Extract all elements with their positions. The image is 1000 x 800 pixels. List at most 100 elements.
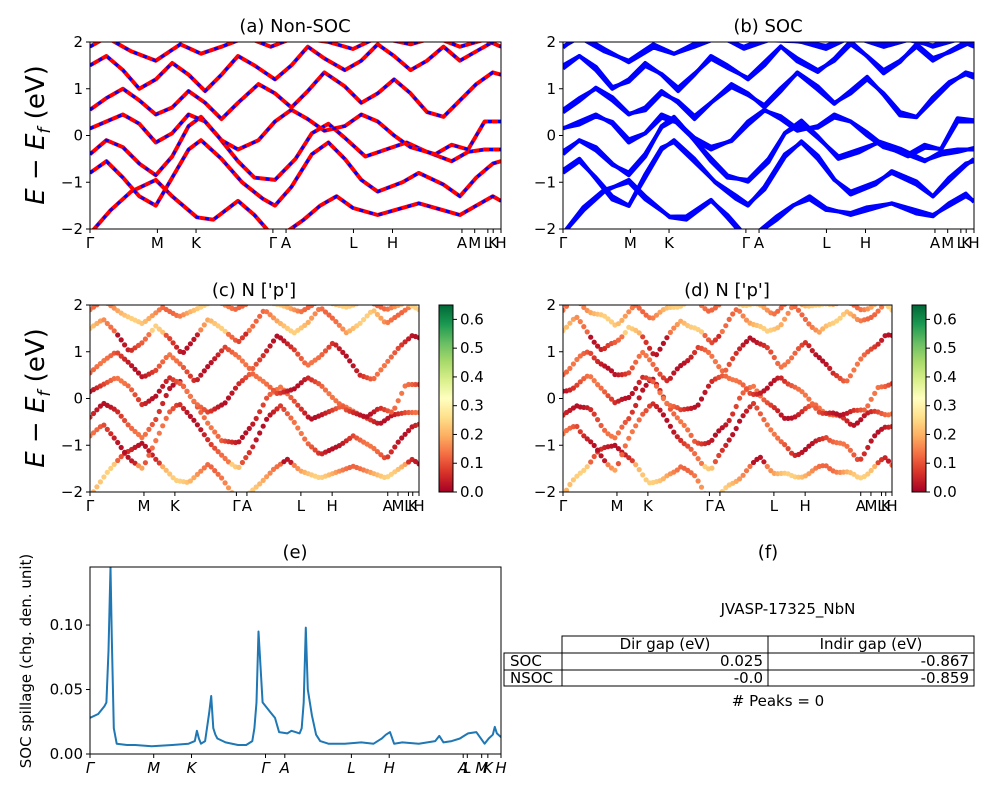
projected-point — [316, 299, 321, 304]
projected-point — [281, 406, 287, 412]
projected-point — [792, 297, 797, 302]
projected-point — [563, 328, 566, 334]
projected-point — [284, 341, 290, 347]
band-line-spin-down — [90, 108, 501, 156]
projected-point — [719, 328, 725, 335]
projected-point — [567, 365, 573, 371]
projected-point — [775, 360, 781, 366]
projected-point — [615, 461, 622, 467]
projected-point — [778, 375, 784, 381]
projected-point — [309, 444, 315, 450]
projected-point — [574, 297, 579, 302]
projected-point — [588, 334, 594, 340]
projected-point — [688, 446, 694, 452]
projected-point — [838, 300, 843, 305]
projected-point — [615, 446, 622, 452]
band-line-spin-down — [90, 138, 501, 208]
panel-c-ytick-label: −2 — [61, 483, 83, 501]
projected-point — [160, 423, 166, 429]
projected-point — [636, 379, 642, 385]
projected-point — [378, 367, 384, 373]
projected-point — [761, 397, 767, 403]
projected-point — [588, 407, 594, 413]
projected-point — [716, 452, 722, 459]
panel-a-ytick-label: 1 — [73, 80, 83, 98]
projected-point — [250, 365, 256, 372]
projected-point — [298, 380, 304, 386]
projected-point — [239, 358, 245, 364]
projected-point — [329, 315, 335, 321]
panel-a-xtick-label: M — [468, 234, 481, 252]
projected-point — [219, 348, 225, 354]
projected-point — [298, 355, 304, 362]
projected-point — [584, 436, 590, 442]
projected-point — [115, 350, 121, 356]
panel-b-frame — [562, 41, 975, 230]
gap-table: Dir gap (eV) Indir gap (eV) SOC 0.025 -0… — [503, 635, 975, 687]
projected-point — [868, 314, 874, 320]
projected-point — [726, 417, 732, 424]
projected-point — [201, 368, 207, 374]
projected-point — [626, 416, 632, 422]
projected-point — [602, 427, 608, 433]
projected-point — [861, 451, 867, 457]
projected-point — [698, 460, 705, 466]
panel-b-xtick-label: K — [664, 234, 675, 252]
panel-c-xtick-label: L — [297, 497, 306, 515]
projected-point — [629, 458, 635, 464]
projected-point — [692, 451, 698, 457]
projected-point — [416, 409, 419, 416]
projected-point — [257, 313, 263, 319]
projected-point — [291, 386, 297, 392]
projected-point — [232, 385, 239, 391]
projected-point — [723, 422, 729, 428]
projected-point — [719, 425, 725, 431]
projected-point — [392, 405, 398, 411]
projected-point — [374, 371, 380, 377]
projected-point — [246, 425, 252, 432]
projected-point — [101, 298, 106, 303]
projected-point — [858, 417, 864, 423]
projected-point — [591, 453, 597, 460]
projected-point — [761, 417, 767, 423]
projected-point — [135, 397, 142, 403]
projected-point — [740, 382, 746, 388]
projected-point — [581, 433, 587, 439]
colorbar-tick-label: 0.6 — [460, 310, 484, 328]
panel-e-xtick-label: K — [187, 759, 198, 777]
projected-point — [201, 432, 207, 438]
projected-point — [726, 361, 732, 367]
projected-point — [730, 432, 736, 438]
projected-point — [695, 456, 701, 462]
projected-point — [737, 418, 743, 424]
colorbar-tick-label: 0.4 — [933, 368, 957, 386]
projected-point — [378, 315, 384, 321]
panel-d-ytick-label: 2 — [546, 296, 556, 314]
projected-point — [156, 430, 162, 436]
projected-point — [615, 337, 622, 343]
projected-point — [584, 329, 590, 335]
projected-point — [640, 387, 646, 393]
projected-point — [90, 410, 97, 417]
projected-point — [170, 382, 176, 388]
projected-point — [768, 427, 774, 433]
panel-d-xtick-label: L — [877, 497, 886, 515]
projected-point — [872, 463, 878, 470]
projected-point — [243, 455, 249, 461]
projected-point — [277, 403, 284, 409]
table-row-soc-dir: 0.025 — [720, 652, 763, 670]
projected-point — [633, 462, 639, 468]
projected-point — [660, 395, 667, 402]
projected-point — [122, 356, 128, 362]
panel-e-frame — [89, 566, 502, 755]
panel-c-points — [90, 298, 419, 492]
projected-point — [757, 411, 764, 417]
projected-point — [640, 472, 646, 478]
projected-point — [326, 344, 332, 350]
projected-point — [653, 403, 660, 410]
projected-point — [886, 298, 891, 303]
projected-point — [771, 431, 777, 437]
projected-point — [163, 392, 169, 399]
projected-point — [806, 343, 812, 349]
projected-point — [97, 479, 103, 485]
